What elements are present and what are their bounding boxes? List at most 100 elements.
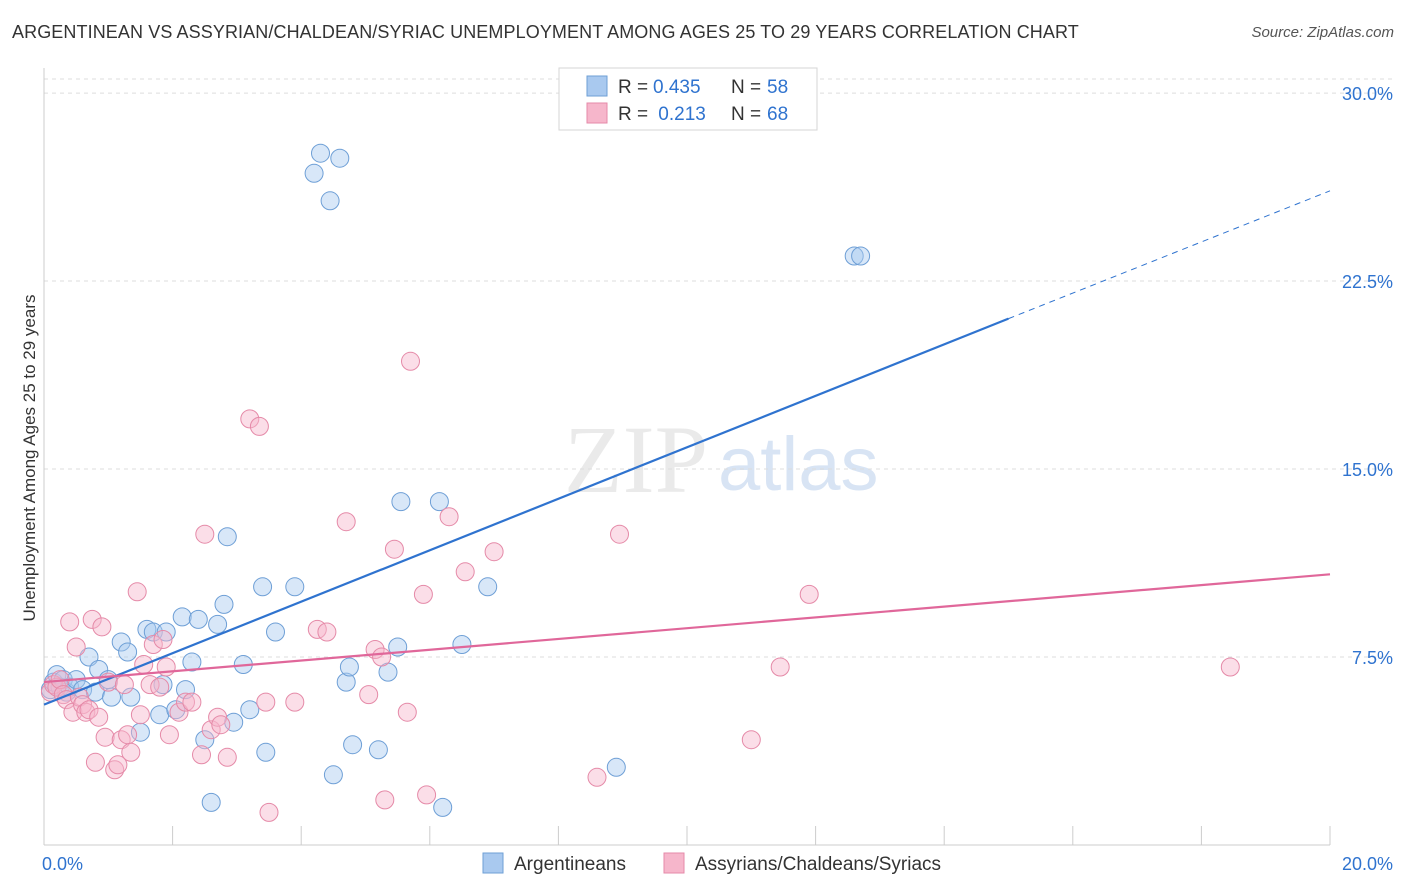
point-assyrians-63: [587, 767, 607, 787]
point-assyrians-13: [82, 609, 102, 629]
point-assyrians-49: [317, 622, 337, 642]
point-argentineans-41: [311, 143, 330, 163]
series-legend: Argentineans Assyrians/Chaldeans/Syriacs: [482, 852, 941, 875]
trend-line-argentineans: [43, 317, 1009, 706]
point-argentineans-32: [217, 527, 237, 547]
point-assyrians-15: [89, 707, 109, 727]
point-assyrians-11: [76, 702, 96, 722]
point-argentineans-43: [323, 765, 343, 785]
point-argentineans-16: [121, 687, 141, 707]
point-assyrians-56: [397, 702, 417, 722]
point-assyrians-6: [60, 612, 80, 632]
point-assyrians-8: [66, 637, 86, 657]
legend-swatch-argentineans: [586, 75, 608, 97]
point-assyrians-24: [121, 742, 141, 762]
point-argentineans-44: [330, 148, 350, 168]
point-assyrians-29: [143, 635, 163, 654]
y-tick-label-2: 22.5%: [1342, 272, 1393, 292]
point-argentineans-36: [253, 577, 273, 597]
point-argentineans-56: [606, 757, 626, 777]
bottom-legend-label-argentineans: Argentineans: [514, 854, 626, 875]
point-argentineans-26: [182, 652, 202, 672]
grid-lines: [44, 78, 1392, 658]
stats-legend: R = 0.435 N = 58 R = 0.213 N = 68: [558, 67, 818, 131]
point-assyrians-59: [417, 785, 437, 805]
point-argentineans-35: [240, 700, 260, 720]
point-argentineans-9: [79, 647, 99, 667]
point-argentineans-54: [452, 635, 472, 654]
x-tick-label-0: 0.0%: [42, 854, 83, 874]
watermark-atlas: atlas: [718, 422, 879, 507]
y-tick-label-0: 7.5%: [1352, 648, 1393, 668]
point-argentineans-24: [172, 607, 192, 627]
point-argentineans-29: [201, 792, 221, 812]
legend-n-label-1: N =: [731, 77, 761, 98]
legend-n-value-1: 58: [767, 77, 788, 98]
point-argentineans-31: [214, 594, 234, 614]
bottom-legend-swatch-argentineans: [482, 852, 504, 874]
legend-r-value-1: 0.435: [653, 77, 701, 98]
point-argentineans-42: [320, 191, 340, 211]
point-argentineans-13: [102, 687, 121, 707]
point-argentineans-14: [111, 632, 131, 652]
point-argentineans-48: [368, 740, 388, 760]
point-argentineans-58: [851, 246, 871, 266]
point-argentineans-46: [339, 657, 359, 677]
point-assyrians-39: [201, 720, 221, 740]
watermark-zip: ZIP: [564, 406, 708, 513]
bottom-legend-swatch-assyrians: [663, 852, 685, 874]
point-argentineans-55: [478, 577, 498, 597]
point-assyrians-42: [217, 747, 237, 767]
legend-n-label-2: N =: [731, 104, 761, 125]
point-assyrians-54: [375, 790, 395, 810]
source-label: Source: ZipAtlas.com: [1251, 24, 1394, 41]
x-ticks: [43, 826, 1331, 845]
point-assyrians-23: [118, 725, 138, 745]
point-assyrians-55: [384, 539, 404, 559]
y-tick-label-1: 15.0%: [1342, 460, 1393, 480]
point-assyrians-12: [79, 700, 99, 720]
point-assyrians-50: [336, 512, 356, 532]
point-assyrians-19: [105, 760, 125, 780]
legend-swatch-assyrians: [586, 102, 608, 124]
y-tick-label-3: 30.0%: [1342, 84, 1393, 104]
point-assyrians-62: [484, 542, 504, 562]
point-assyrians-47: [285, 692, 305, 712]
point-argentineans-30: [208, 614, 228, 634]
point-assyrians-60: [439, 507, 459, 527]
point-argentineans-28: [195, 730, 215, 750]
point-assyrians-34: [169, 702, 189, 722]
point-assyrians-45: [256, 692, 276, 712]
point-assyrians-25: [127, 582, 147, 602]
legend-r-value-2: 0.213: [653, 104, 706, 125]
point-argentineans-52: [429, 492, 449, 512]
legend-r-label-2: R =: [618, 104, 648, 125]
point-argentineans-37: [256, 742, 276, 762]
point-assyrians-16: [92, 617, 112, 637]
tick-labels: 7.5% 15.0% 22.5% 30.0% 0.0% 20.0%: [42, 84, 1393, 874]
point-assyrians-44: [249, 416, 269, 436]
point-assyrians-57: [401, 351, 420, 371]
point-assyrians-53: [372, 647, 392, 667]
point-assyrians-67: [799, 584, 819, 604]
point-argentineans-20: [150, 705, 170, 725]
point-argentineans-47: [343, 735, 363, 755]
point-argentineans-27: [188, 609, 208, 629]
point-argentineans-23: [166, 700, 186, 720]
point-assyrians-58: [413, 584, 433, 604]
trend-line-argentineans-extension: [1008, 190, 1331, 320]
point-assyrians-17: [95, 727, 115, 747]
point-assyrians-36: [182, 692, 202, 712]
point-assyrians-33: [159, 725, 179, 745]
trend-lines: [43, 190, 1331, 706]
trend-line-assyrians: [43, 573, 1331, 684]
point-assyrians-37: [192, 745, 211, 765]
chart-title: ARGENTINEAN VS ASSYRIAN/CHALDEAN/SYRIAC …: [12, 22, 1079, 42]
point-argentineans-40: [304, 163, 324, 183]
point-assyrians-68: [1220, 657, 1240, 677]
point-assyrians-66: [770, 657, 790, 677]
point-argentineans-38: [266, 622, 285, 642]
point-assyrians-10: [73, 695, 93, 715]
point-argentineans-57: [844, 246, 864, 266]
